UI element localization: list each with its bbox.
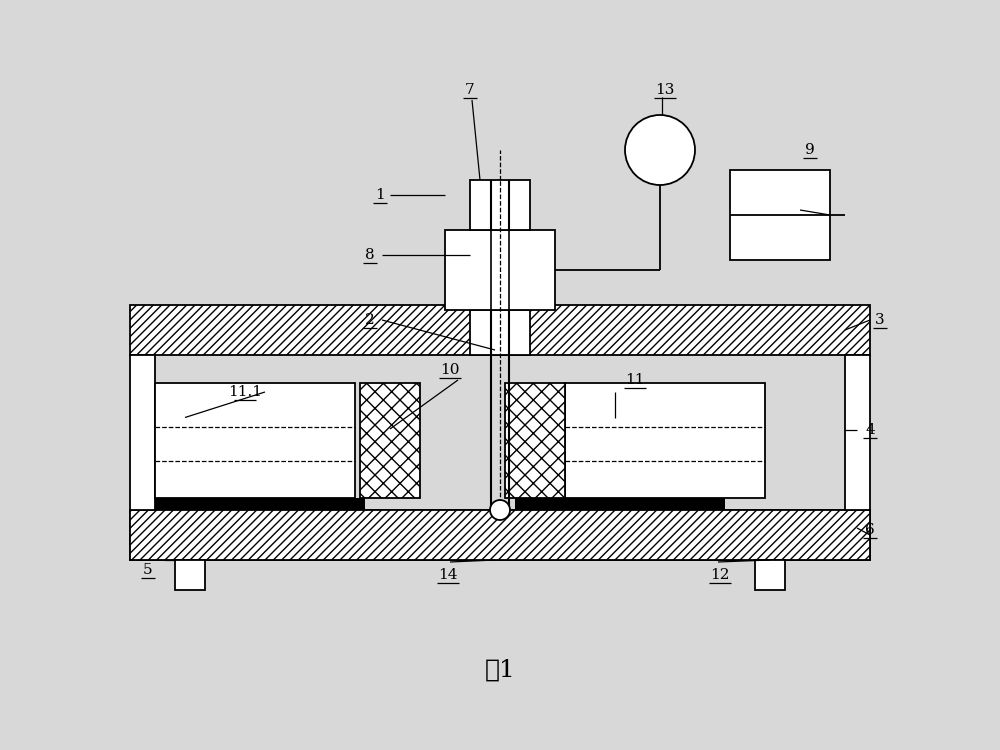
- Bar: [155, 383, 355, 498]
- Bar: [845, 355, 870, 510]
- Text: 5: 5: [143, 563, 153, 577]
- Text: 3: 3: [875, 313, 885, 327]
- Text: 14: 14: [438, 568, 458, 582]
- Text: 4: 4: [865, 423, 875, 437]
- Text: 7: 7: [465, 83, 475, 97]
- Circle shape: [490, 500, 510, 520]
- Bar: [175, 560, 205, 590]
- Text: 12: 12: [710, 568, 730, 582]
- Bar: [130, 510, 870, 560]
- Text: 8: 8: [365, 248, 375, 262]
- Circle shape: [625, 115, 695, 185]
- Bar: [360, 383, 420, 498]
- Text: 11.1: 11.1: [228, 385, 262, 399]
- Bar: [755, 560, 785, 590]
- Bar: [470, 180, 530, 230]
- Bar: [565, 383, 765, 498]
- Text: 10: 10: [440, 363, 460, 377]
- Text: 1: 1: [375, 188, 385, 202]
- Text: 11: 11: [625, 373, 645, 387]
- Bar: [730, 170, 830, 260]
- Bar: [445, 230, 555, 310]
- Bar: [130, 510, 870, 560]
- Text: 13: 13: [655, 83, 675, 97]
- Text: 图1: 图1: [485, 658, 515, 682]
- Text: 6: 6: [865, 523, 875, 537]
- Text: 2: 2: [365, 313, 375, 327]
- Bar: [155, 498, 365, 510]
- Bar: [515, 498, 725, 510]
- Bar: [130, 355, 155, 510]
- Bar: [130, 305, 870, 355]
- Bar: [505, 383, 565, 498]
- Text: 9: 9: [805, 143, 815, 157]
- Bar: [470, 310, 530, 355]
